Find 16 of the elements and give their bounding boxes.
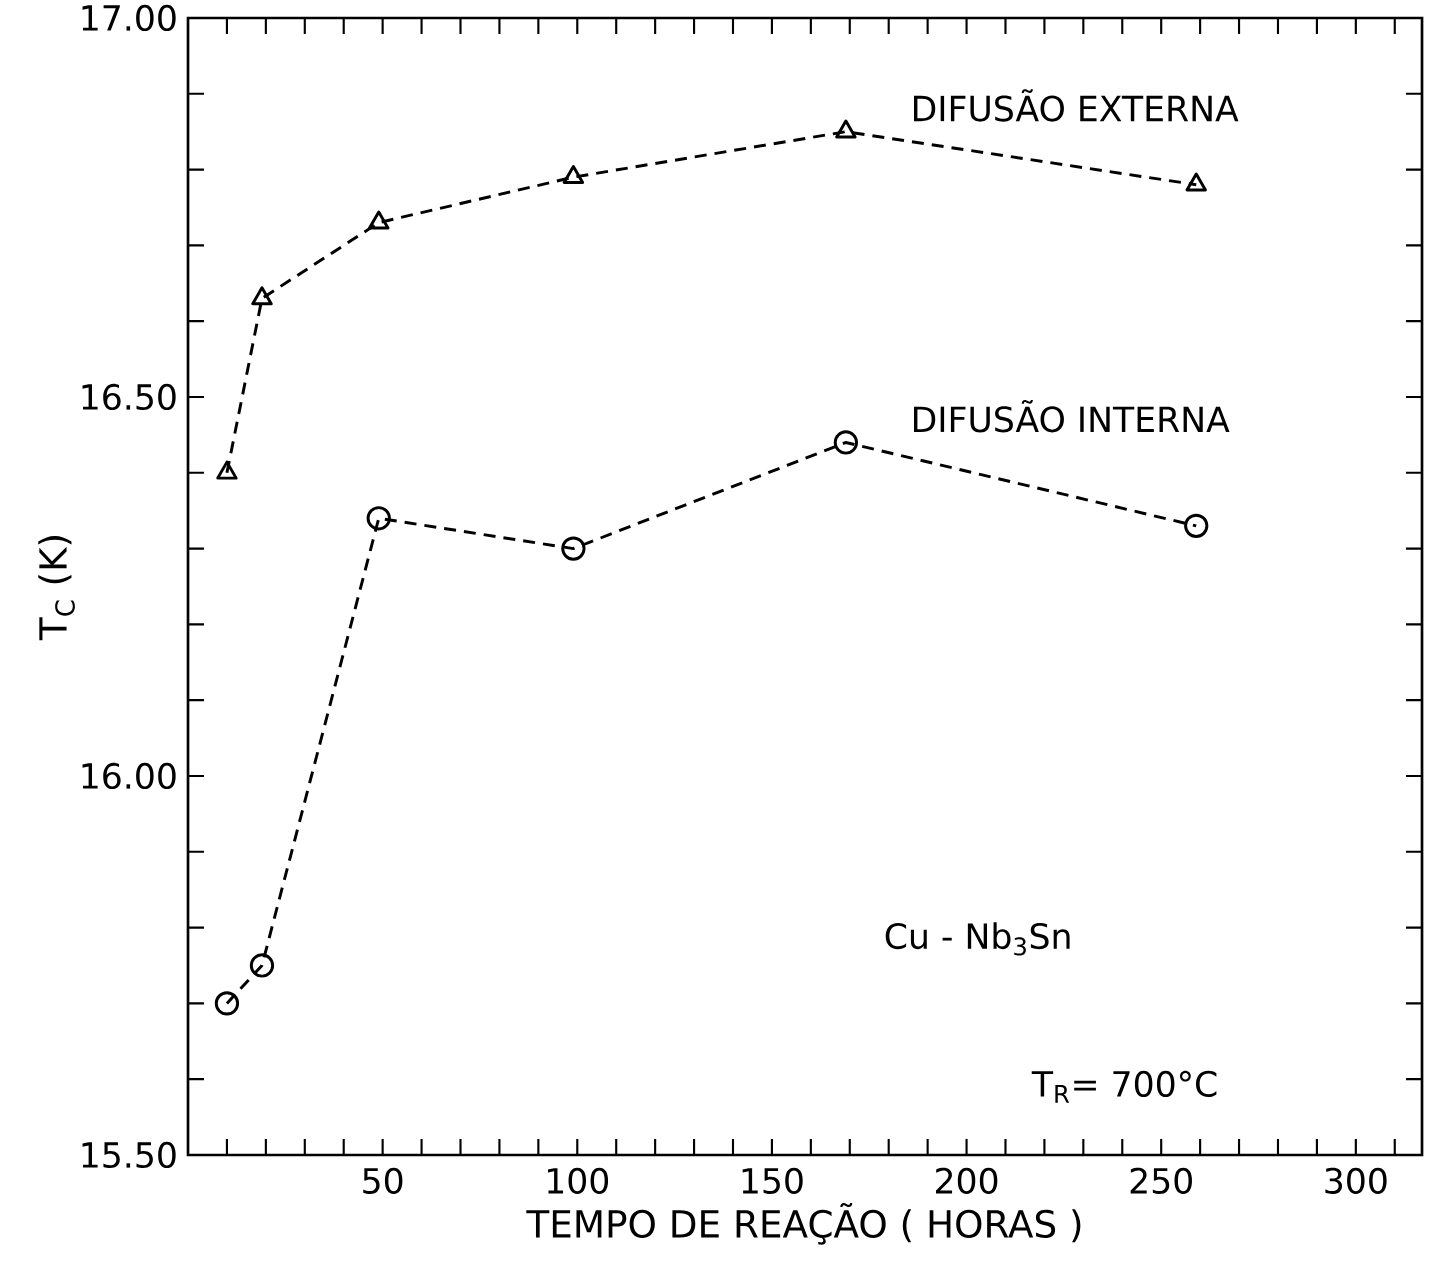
x-tick-label: 100 [548, 1167, 609, 1194]
x-tick-label: 250 [1130, 1167, 1192, 1194]
annotation: Cu - Nb$_{3}$Sn [885, 922, 1070, 956]
x-tick-label: 300 [1325, 1167, 1387, 1194]
x-tick-label: 200 [936, 1167, 998, 1194]
x-axis-title: TEMPO DE REAÇÃO ( HORAS ) [526, 1203, 1081, 1245]
y-tick-label: 15.50 [82, 1141, 176, 1169]
x-tick-label: 50 [363, 1167, 403, 1194]
series-label: DIFUSÃO INTERNA [914, 400, 1230, 433]
annotation: T$_{R}$= 700°C [1031, 1070, 1217, 1103]
y-tick-label: 17.00 [82, 4, 176, 32]
y-tick-label: 16.00 [82, 762, 176, 790]
x-tick-label: 150 [742, 1167, 803, 1194]
series-label: DIFUSÃO EXTERNA [914, 89, 1239, 122]
y-axis-title: T$_{C}$ (K) [38, 536, 75, 641]
y-tick-label: 16.50 [82, 383, 176, 411]
